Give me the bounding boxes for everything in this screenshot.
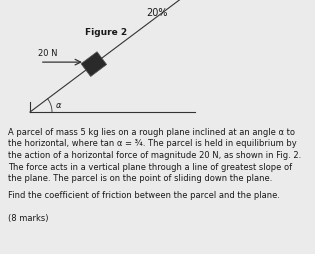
Text: A parcel of mass 5 kg lies on a rough plane inclined at an angle α to: A parcel of mass 5 kg lies on a rough pl…: [8, 128, 295, 137]
Text: The force acts in a vertical plane through a line of greatest slope of: The force acts in a vertical plane throu…: [8, 163, 292, 171]
Polygon shape: [81, 52, 107, 76]
Text: Find the coefficient of friction between the parcel and the plane.: Find the coefficient of friction between…: [8, 192, 280, 200]
Text: Figure 2: Figure 2: [85, 28, 127, 37]
Text: the horizontal, where tan α = ¾. The parcel is held in equilibrium by: the horizontal, where tan α = ¾. The par…: [8, 139, 297, 149]
Text: (8 marks): (8 marks): [8, 214, 49, 224]
Text: the plane. The parcel is on the point of sliding down the plane.: the plane. The parcel is on the point of…: [8, 174, 272, 183]
Text: 20%: 20%: [146, 8, 168, 18]
Text: the action of a horizontal force of magnitude 20 N, as shown in Fig. 2.: the action of a horizontal force of magn…: [8, 151, 301, 160]
Text: α: α: [56, 102, 61, 110]
Text: 20 N: 20 N: [38, 49, 57, 58]
